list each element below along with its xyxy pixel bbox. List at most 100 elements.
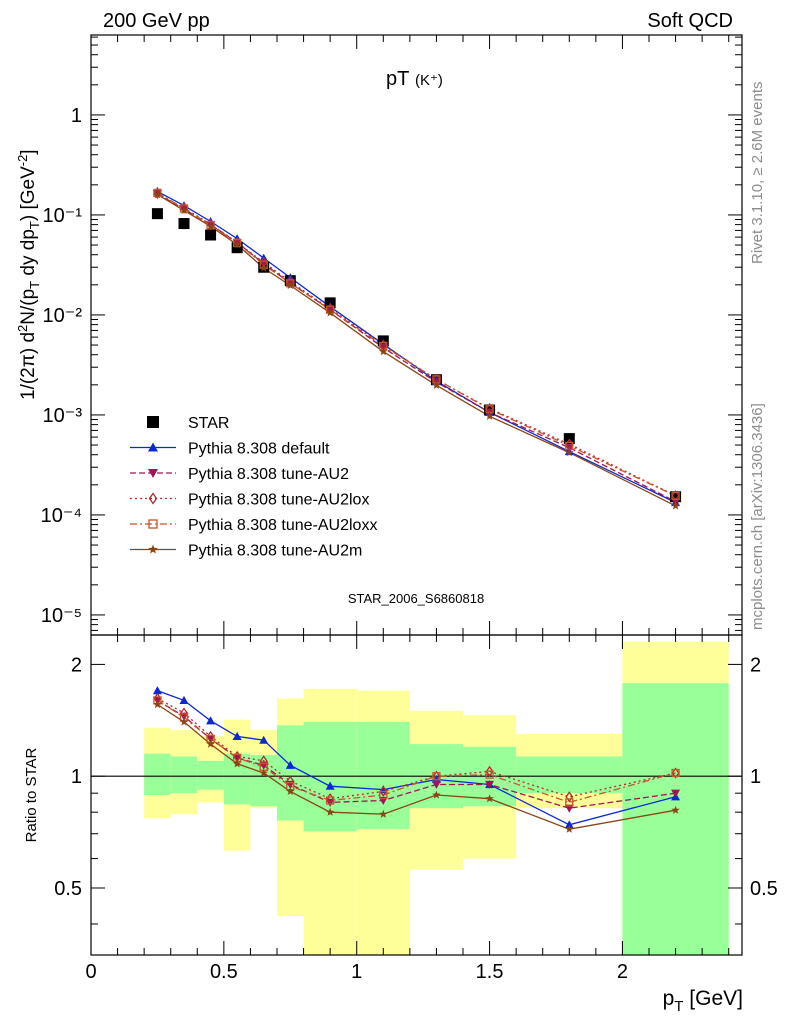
ratio-point-pythia-8-308-tune-au2lox — [286, 775, 295, 787]
ratio-point-pythia-8-308-default — [325, 781, 335, 790]
legend-marker-pythia-8-308-tune-au2m — [148, 544, 158, 554]
ratio-plot-panel: 2 2 1 1 0.5 0.5 0 0.5 1 1.5 2 — [54, 634, 778, 983]
point-pythia-8-308-tune-au2m — [179, 205, 189, 214]
ratio-line-pythia-8-308-default — [157, 689, 676, 826]
point-pythia-8-308-tune-au2lox — [153, 187, 162, 200]
ratio-point-pythia-8-308-tune-au2lox — [379, 785, 388, 798]
main-plot-title-sub: (K⁺) — [415, 72, 443, 89]
ratio-point-pythia-8-308-tune-au2lox — [485, 765, 494, 778]
ratio-point-pythia-8-308-tune-au2lox — [671, 767, 680, 779]
y-tick-label: 1 — [71, 105, 82, 127]
ratio-point-pythia-8-308-tune-au2loxx — [379, 790, 388, 800]
ratio-point-pythia-8-308-tune-au2 — [564, 804, 574, 813]
legend-marker-pythia-8-308-default — [148, 442, 158, 452]
point-pythia-8-308-tune-au2m — [379, 347, 388, 356]
header-right: Soft QCD — [647, 10, 733, 32]
ratio-point-pythia-8-308-default — [564, 820, 574, 829]
point-pythia-8-308-tune-au2m — [671, 501, 680, 510]
ratio-point-pythia-8-308-default — [152, 686, 162, 695]
legend-label-pythia-8-308-default: Pythia 8.308 default — [188, 441, 330, 458]
header-left: 200 GeV pp — [103, 10, 210, 32]
mcplots-label: mcplots.cern.ch [arXiv:1306.3436] — [749, 403, 766, 630]
point-pythia-8-308-tune-au2m — [206, 221, 215, 230]
ratio-point-pythia-8-308-tune-au2m — [232, 759, 242, 768]
uncertainty-band-inner — [516, 756, 623, 794]
ratio-point-pythia-8-308-tune-au2lox — [565, 791, 574, 803]
series-line-pythia-8-308-tune-au2loxx — [157, 192, 676, 497]
series-line-pythia-8-308-tune-au2m — [157, 193, 676, 507]
ratio-point-pythia-8-308-default — [206, 716, 216, 725]
ratio-point-pythia-8-308-tune-au2m — [485, 794, 494, 803]
uncertainty-band-inner — [197, 760, 224, 790]
point-pythia-8-308-tune-au2m — [153, 190, 162, 199]
legend-label-pythia-8-308-tune-au2lox: Pythia 8.308 tune-AU2lox — [188, 492, 369, 509]
ratio-y-axis-title: Ratio to STAR — [23, 747, 40, 842]
series-line-pythia-8-308-default — [157, 190, 676, 504]
point-pythia-8-308-tune-au2m — [325, 308, 335, 317]
ratio-point-pythia-8-308-default — [259, 735, 269, 744]
legend-marker-pythia-8-308-tune-au2loxx — [148, 519, 158, 529]
x-tick-label: 1.5 — [476, 961, 504, 983]
y-tick-label: 10⁻² — [43, 305, 83, 327]
y-tick-label: 10⁻⁵ — [41, 605, 82, 627]
ratio-point-pythia-8-308-tune-au2loxx — [325, 796, 335, 805]
ratio-line-pythia-8-308-tune-au2loxx — [157, 699, 676, 804]
ratio-y-tick-label-left: 1 — [71, 766, 82, 788]
legend-label-pythia-8-308-tune-au2m: Pythia 8.308 tune-AU2m — [188, 543, 362, 560]
point-star — [670, 491, 682, 503]
uncertainty-band-inner — [144, 753, 171, 795]
point-star — [205, 229, 217, 241]
ratio-y-tick-label-left: 0.5 — [54, 878, 82, 900]
ratio-y-tick-label-left: 2 — [71, 654, 82, 676]
point-star — [178, 218, 190, 230]
ratio-point-pythia-8-308-tune-au2loxx — [565, 798, 574, 807]
ratio-point-pythia-8-308-tune-au2m — [259, 768, 268, 777]
ratio-point-pythia-8-308-tune-au2 — [485, 780, 495, 789]
ratio-point-pythia-8-308-tune-au2m — [286, 786, 295, 795]
point-pythia-8-308-tune-au2m — [259, 263, 268, 272]
ratio-point-pythia-8-308-tune-au2lox — [432, 770, 441, 782]
main-plot-title: pT — [386, 68, 409, 90]
ratio-plot-frame — [90, 634, 743, 956]
legend-marker-pythia-8-308-tune-au2lox — [148, 492, 158, 505]
main-y-axis-title: 1/(2π) d2N/(pT dy dpT) [GeV-2] — [15, 149, 42, 400]
point-pythia-8-308-tune-au2m — [286, 281, 295, 290]
point-pythia-8-308-tune-au2m — [565, 448, 574, 457]
point-star — [151, 208, 163, 220]
ratio-point-pythia-8-308-tune-au2m — [379, 809, 388, 818]
ratio-line-pythia-8-308-tune-au2m — [157, 703, 676, 830]
point-pythia-8-308-tune-au2lox — [671, 489, 680, 502]
ratio-point-pythia-8-308-tune-au2 — [431, 780, 441, 789]
uncertainty-band-inner — [277, 725, 304, 821]
legend-marker-pythia-8-308-tune-au2 — [148, 469, 158, 478]
ratio-point-pythia-8-308-tune-au2m — [565, 824, 574, 833]
ratio-point-pythia-8-308-tune-au2 — [671, 789, 681, 798]
point-pythia-8-308-tune-au2loxx — [153, 188, 162, 198]
point-pythia-8-308-tune-au2loxx — [671, 491, 680, 501]
point-pythia-8-308-tune-au2m — [485, 411, 494, 420]
ratio-point-pythia-8-308-tune-au2m — [325, 807, 335, 816]
y-tick-label: 10⁻⁴ — [41, 505, 82, 527]
ratio-point-pythia-8-308-tune-au2loxx — [671, 768, 680, 778]
x-tick-label: 0.5 — [210, 961, 238, 983]
legend: STAR Pythia 8.308 default Pythia 8.308 tun… — [130, 415, 377, 560]
ratio-point-pythia-8-308-tune-au2m — [179, 717, 189, 726]
ratio-y-tick-label-right: 2 — [750, 654, 761, 676]
ratio-point-pythia-8-308-default — [285, 760, 295, 769]
point-pythia-8-308-tune-au2m — [432, 380, 441, 389]
point-pythia-8-308-tune-au2m — [232, 240, 242, 249]
ratio-y-tick-label-right: 0.5 — [750, 878, 778, 900]
ratio-point-pythia-8-308-tune-au2m — [153, 700, 162, 709]
x-tick-label: 0 — [85, 961, 96, 983]
ratio-point-pythia-8-308-tune-au2 — [232, 754, 242, 763]
ratio-point-pythia-8-308-tune-au2loxx — [485, 770, 494, 779]
ratio-point-pythia-8-308-tune-au2m — [206, 739, 215, 748]
ratio-point-pythia-8-308-tune-au2m — [432, 790, 441, 799]
rivet-label: Rivet 3.1.10, ≥ 2.6M events — [749, 82, 766, 265]
ratio-point-pythia-8-308-tune-au2m — [671, 805, 680, 814]
y-tick-label: 10⁻¹ — [43, 205, 83, 227]
watermark: STAR_2006_S6860818 — [348, 591, 484, 606]
legend-label-pythia-8-308-tune-au2loxx: Pythia 8.308 tune-AU2loxx — [188, 517, 377, 534]
ratio-point-pythia-8-308-tune-au2loxx — [432, 772, 441, 781]
